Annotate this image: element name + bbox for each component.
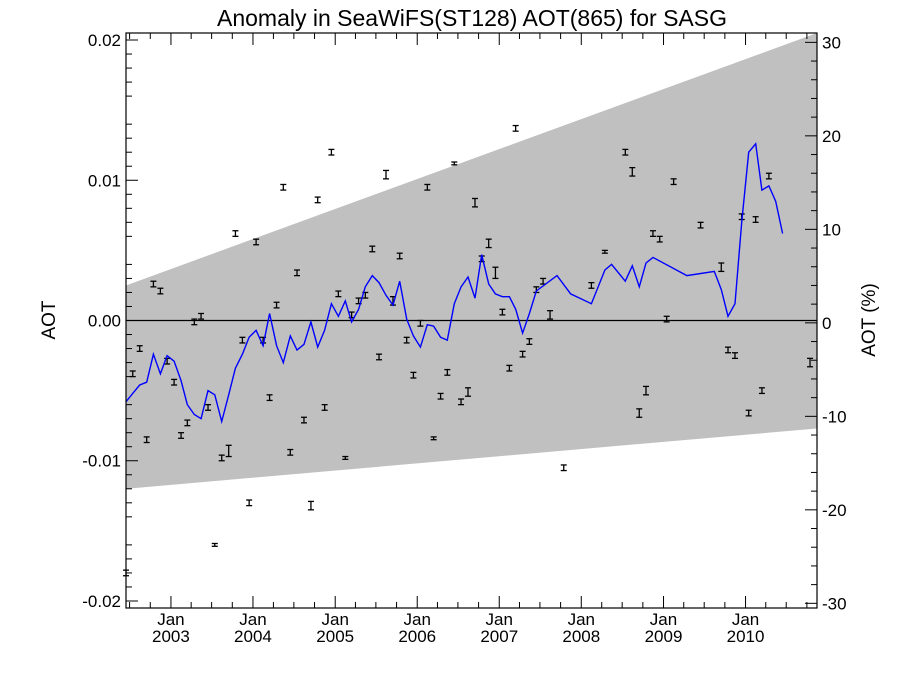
y-tick-label-left: 0.00 — [88, 312, 121, 331]
x-tick-label-month: Jan — [321, 610, 348, 629]
y-tick-label-left: -0.01 — [82, 452, 121, 471]
x-tick-label-year: 2003 — [152, 627, 190, 646]
x-tick-label-month: Jan — [404, 610, 431, 629]
series-line — [125, 142, 784, 425]
y-tick-label-right: 20 — [822, 127, 841, 146]
y-axis-title-left: AOT — [39, 300, 60, 339]
y-tick-label-right: -10 — [822, 407, 847, 426]
x-tick-label-month: Jan — [568, 610, 595, 629]
x-tick-label-month: Jan — [732, 610, 759, 629]
envelope-band — [126, 33, 817, 489]
y-tick-label-right: 10 — [822, 220, 841, 239]
x-tick-label-year: 2004 — [234, 627, 272, 646]
plot-area: -0.02 -0.01 0.00 0.01 0.02 -30 -20 -10 0 10 20 30 Ja… — [82, 31, 846, 646]
y-tick-label-left: 0.02 — [88, 31, 121, 50]
y-tick-label-right: -20 — [822, 501, 847, 520]
x-tick-label-month: Jan — [239, 610, 266, 629]
x-tick-label-year: 2008 — [562, 627, 600, 646]
x-tick-label-month: Jan — [486, 610, 513, 629]
y-tick-label-right: -30 — [822, 594, 847, 613]
x-tick-label-month: Jan — [157, 610, 184, 629]
x-tick-label-month: Jan — [650, 610, 677, 629]
x-tick-label-year: 2006 — [398, 627, 436, 646]
chart-title: Anomaly in SeaWiFS(ST128) AOT(865) for S… — [217, 5, 727, 31]
y-axis-title-right: AOT (%) — [859, 283, 880, 357]
y-tick-label-right: 30 — [822, 33, 841, 52]
y-tick-label-left: -0.02 — [82, 592, 121, 611]
y-tick-label-left: 0.01 — [88, 171, 121, 190]
y-tick-label-right: 0 — [822, 314, 831, 333]
x-tick-label-year: 2009 — [645, 627, 683, 646]
x-tick-label-year: 2007 — [480, 627, 518, 646]
x-tick-label-year: 2005 — [316, 627, 354, 646]
x-tick-label-year: 2010 — [727, 627, 765, 646]
